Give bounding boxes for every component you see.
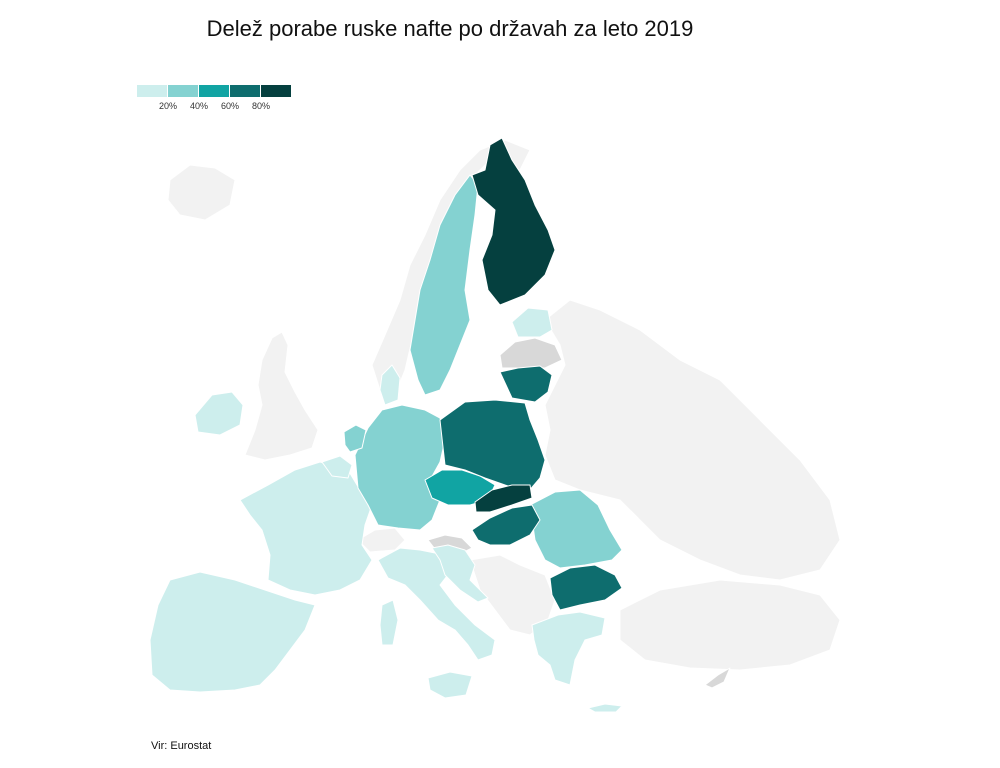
country-slovakia (474, 484, 533, 513)
country-switzerland (357, 527, 406, 553)
country-france (239, 461, 373, 596)
country-uk (244, 331, 319, 461)
country-crete (587, 703, 623, 713)
legend-tick-20: 20% (158, 101, 178, 111)
legend-tick-40: 40% (189, 101, 209, 111)
country-hungary (471, 504, 541, 546)
source-note: Vir: Eurostat (151, 740, 212, 752)
country-greece (531, 611, 606, 686)
country-bulgaria (549, 564, 623, 611)
country-belgium (321, 455, 353, 479)
country-finland (471, 137, 556, 306)
country-latvia (499, 337, 563, 369)
country-turkey (619, 579, 841, 671)
country-denmark (379, 364, 401, 406)
country-ireland (194, 391, 244, 436)
country-slovenia-croatia (431, 544, 489, 603)
legend-swatch-4 (261, 85, 291, 97)
country-netherlands (343, 424, 367, 453)
country-spain-portugal (149, 571, 316, 693)
legend-tick-60: 60% (220, 101, 240, 111)
legend-tick-80: 80% (251, 101, 271, 111)
legend: 20% 40% 60% 80% (137, 85, 297, 115)
country-cyprus (704, 667, 731, 689)
country-lithuania (499, 365, 553, 403)
country-sweden (409, 174, 479, 396)
legend-swatch-2 (199, 85, 229, 97)
legend-swatch-3 (230, 85, 260, 97)
country-poland (439, 399, 546, 493)
legend-swatch-0 (137, 85, 167, 97)
country-sardinia (379, 599, 399, 646)
country-iceland (167, 164, 236, 221)
map-title: Delež porabe ruske nafte po državah za l… (206, 16, 694, 41)
legend-swatch-1 (168, 85, 198, 97)
country-sicily (427, 671, 473, 699)
country-romania (529, 489, 623, 569)
country-estonia (511, 307, 553, 338)
country-russia-belarus-ukraine (544, 299, 841, 581)
